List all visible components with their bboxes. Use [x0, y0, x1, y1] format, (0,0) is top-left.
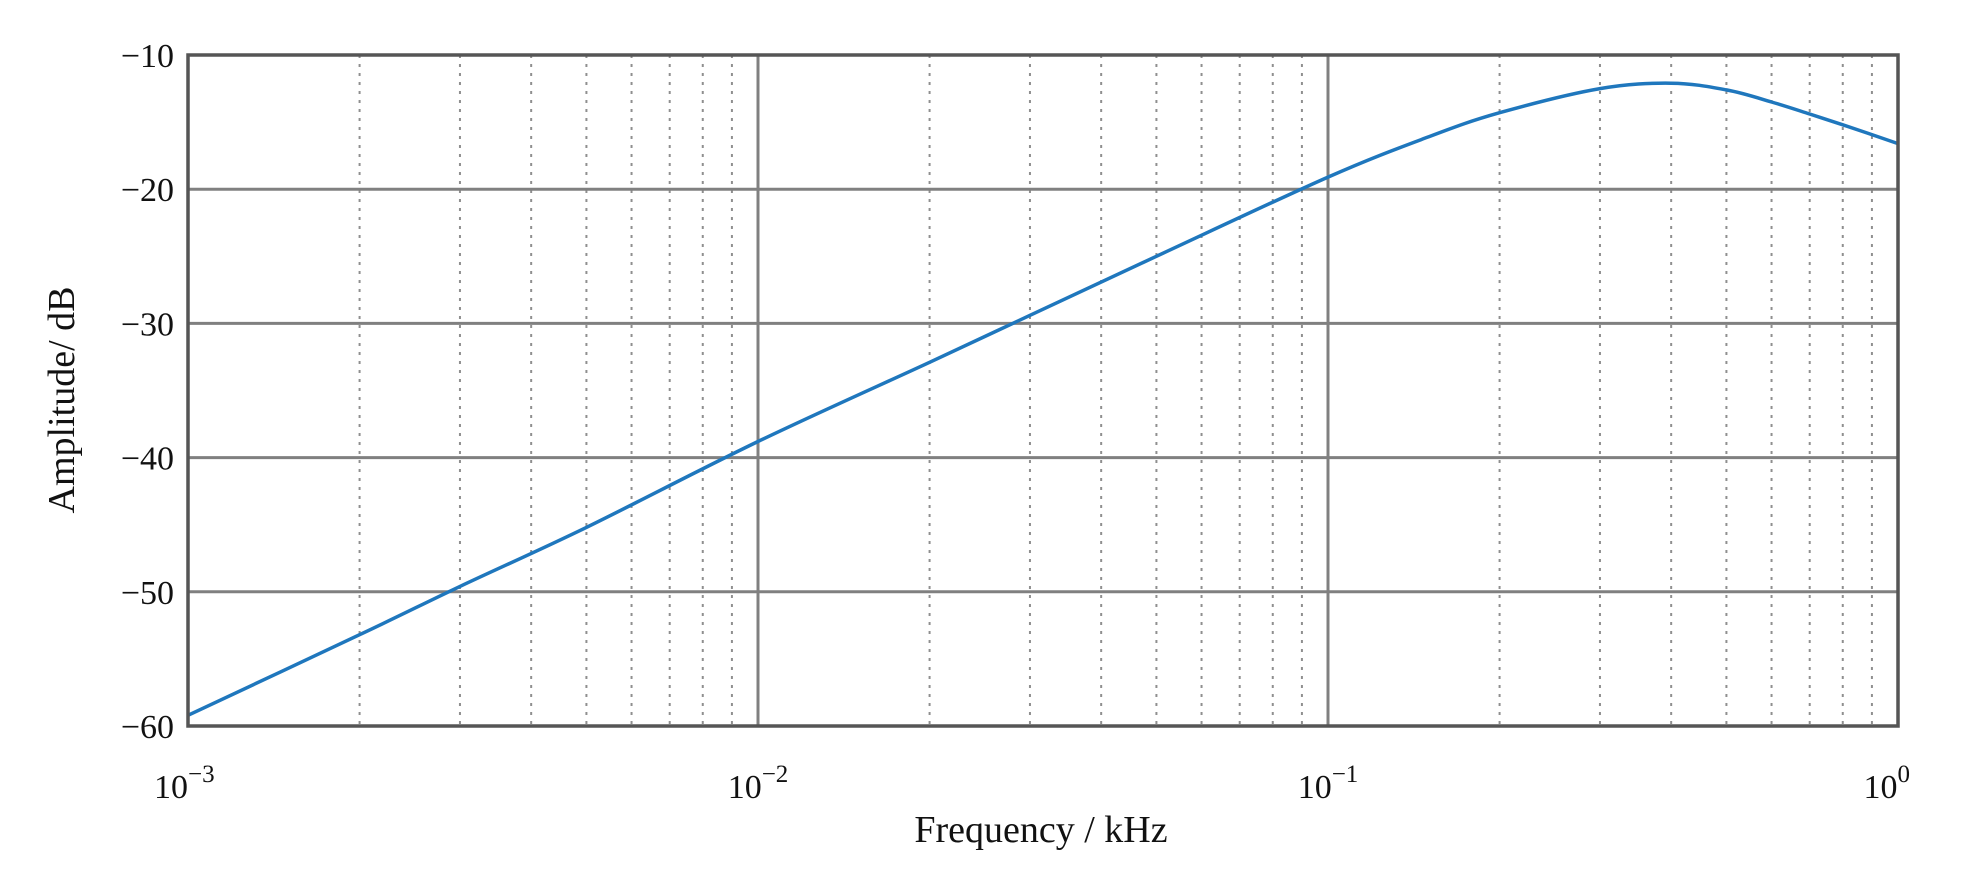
x-tick-label: 10−1 [1298, 761, 1359, 806]
y-axis-title: Amplitude/ dB [41, 287, 83, 514]
grid [186, 53, 1900, 728]
x-axis-title: Frequency / kHz [914, 809, 1167, 851]
series-layer [187, 81, 1899, 717]
x-tick-label: 10−3 [154, 761, 215, 806]
amplitude-series-line [187, 81, 1899, 717]
x-tick-label: 10−2 [728, 761, 789, 806]
x-tick-label: 100 [1864, 761, 1911, 806]
y-tick-label: −50 [121, 575, 174, 612]
y-tick-label: −20 [121, 172, 174, 209]
y-tick-labels: −10 −20 −30 −40 −50 −60 [121, 38, 174, 746]
y-tick-label: −10 [121, 38, 174, 75]
y-tick-label: −30 [121, 306, 174, 343]
x-tick-labels: 10−3 10−2 10−1 100 [154, 761, 1910, 806]
y-tick-label: −40 [121, 441, 174, 478]
plot-frame [186, 53, 1900, 728]
y-tick-label: −60 [121, 709, 174, 746]
